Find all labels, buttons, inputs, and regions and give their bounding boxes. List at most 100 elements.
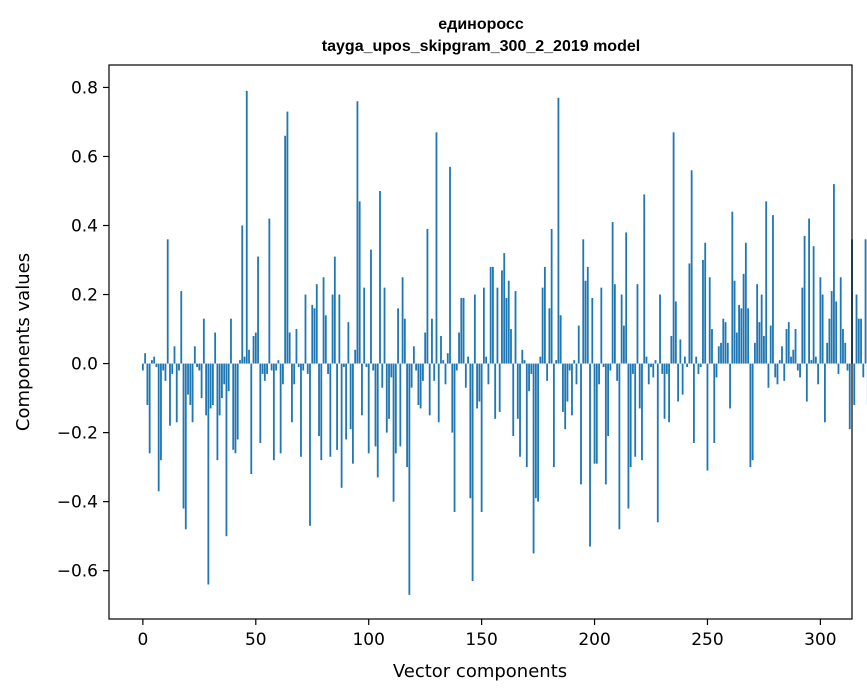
bar-53 <box>261 363 264 374</box>
bar-204 <box>602 363 605 368</box>
bar-286 <box>787 322 790 364</box>
bar-11 <box>166 239 169 364</box>
bar-219 <box>636 284 639 364</box>
bar-217 <box>632 363 634 374</box>
bar-78 <box>318 363 320 437</box>
bar-194 <box>580 363 582 485</box>
bar-14 <box>173 346 176 364</box>
bar-224 <box>647 363 650 385</box>
bar-209 <box>613 284 616 364</box>
bar-145 <box>469 363 472 499</box>
bar-225 <box>650 363 652 368</box>
bar-215 <box>627 363 630 509</box>
bar-118 <box>408 363 411 595</box>
bar-96 <box>358 201 361 364</box>
bar-223 <box>645 356 648 364</box>
bar-293 <box>803 235 806 364</box>
bar-73 <box>306 363 309 374</box>
bar-58 <box>272 363 275 461</box>
bar-63 <box>284 135 287 364</box>
bar-44 <box>241 225 244 364</box>
bar-166 <box>516 363 519 419</box>
bar-206 <box>607 363 609 437</box>
bar-202 <box>598 363 600 385</box>
bar-205 <box>604 363 607 485</box>
bar-98 <box>363 287 366 364</box>
bar-172 <box>530 363 533 374</box>
bar-149 <box>478 363 481 402</box>
bar-119 <box>410 363 413 388</box>
bar-318 <box>860 318 862 364</box>
bar-123 <box>419 363 422 409</box>
bar-238 <box>679 339 682 364</box>
bar-184 <box>557 97 560 364</box>
bar-245 <box>695 356 698 364</box>
bar-76 <box>313 308 316 364</box>
bar-101 <box>370 249 372 364</box>
bar-132 <box>440 335 442 364</box>
bar-264 <box>738 304 740 364</box>
y-tick-label: 0.8 <box>71 78 98 98</box>
bar-213 <box>623 325 625 364</box>
bar-186 <box>562 363 564 412</box>
y-tick-label: −0.6 <box>57 562 98 582</box>
bar-259 <box>726 342 729 364</box>
bar-120 <box>412 346 415 364</box>
bar-162 <box>507 280 510 364</box>
bar-23 <box>193 346 196 364</box>
bar-13 <box>171 363 174 374</box>
bar-280 <box>774 363 777 378</box>
bar-30 <box>209 363 212 409</box>
bar-182 <box>552 363 555 468</box>
bar-109 <box>388 363 390 419</box>
bar-147 <box>473 294 476 364</box>
bar-112 <box>394 363 397 454</box>
bar-127 <box>428 363 431 416</box>
x-tick-label: 300 <box>804 630 836 650</box>
bar-135 <box>446 353 449 364</box>
bar-106 <box>381 363 384 388</box>
bar-41 <box>234 363 237 454</box>
bar-260 <box>729 363 731 409</box>
bar-80 <box>322 277 325 364</box>
bar-299 <box>817 363 820 385</box>
bar-68 <box>295 329 298 364</box>
bar-113 <box>397 308 399 364</box>
bar-201 <box>595 363 598 464</box>
bar-64 <box>286 111 289 364</box>
bar-67 <box>293 363 296 385</box>
bar-198 <box>589 363 591 547</box>
bar-152 <box>485 356 488 364</box>
bar-95 <box>356 101 359 364</box>
bar-232 <box>665 363 668 374</box>
bar-121 <box>415 363 418 371</box>
bar-320 <box>864 239 867 364</box>
bar-301 <box>821 294 824 364</box>
bar-36 <box>223 363 226 385</box>
bar-137 <box>451 363 454 433</box>
bar-316 <box>855 294 858 364</box>
bar-28 <box>205 363 208 416</box>
bar-97 <box>361 363 363 416</box>
bar-216 <box>629 363 632 468</box>
bar-220 <box>638 363 641 409</box>
bar-279 <box>772 215 774 364</box>
bar-196 <box>584 280 587 364</box>
bar-218 <box>634 363 637 457</box>
bar-33 <box>216 363 219 461</box>
bar-144 <box>467 356 469 364</box>
bar-167 <box>519 363 521 457</box>
bar-84 <box>331 294 334 364</box>
bar-241 <box>686 363 689 368</box>
bar-141 <box>460 297 463 364</box>
bar-211 <box>618 363 621 530</box>
bar-248 <box>702 260 704 364</box>
bar-240 <box>683 356 686 364</box>
x-tick-label: 150 <box>465 630 497 650</box>
x-tick-label: 250 <box>691 630 723 650</box>
bar-154 <box>489 266 492 364</box>
bar-284 <box>783 363 786 381</box>
bar-79 <box>320 363 323 461</box>
bar-227 <box>654 360 657 364</box>
